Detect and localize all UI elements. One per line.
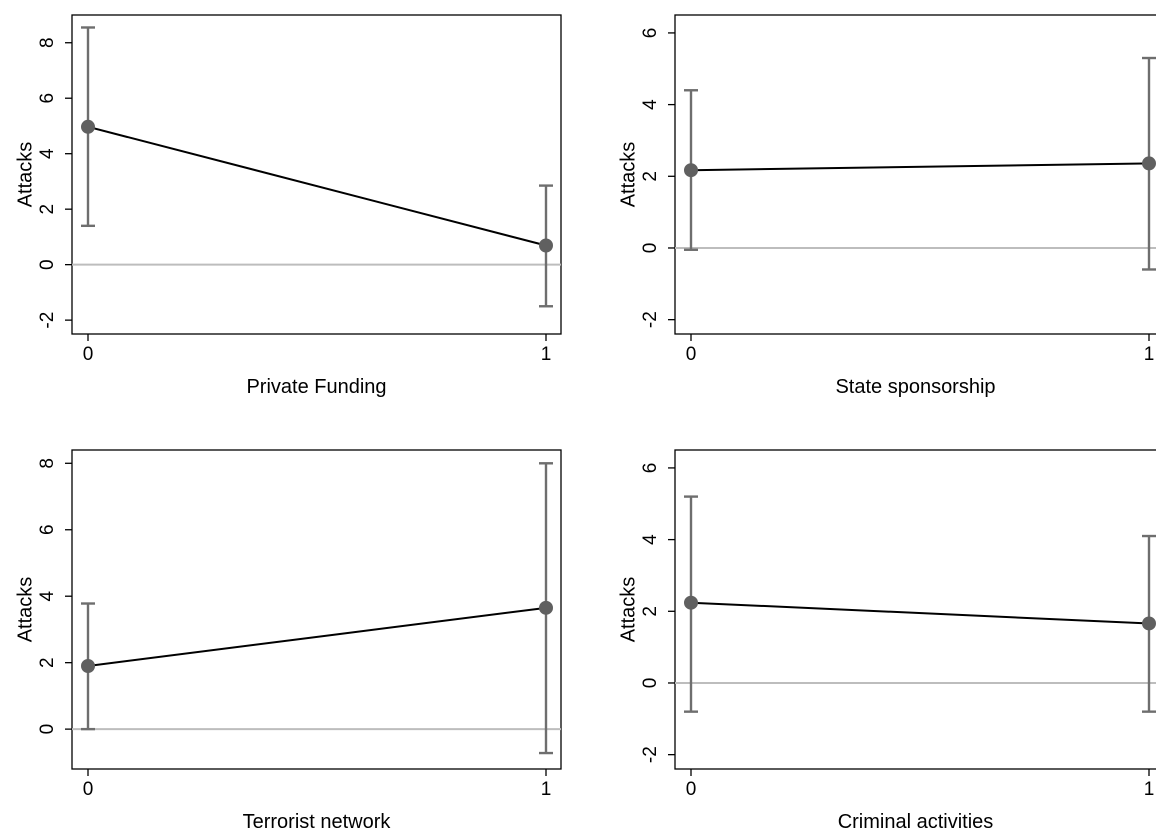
data-point: [1143, 617, 1156, 630]
x-axis-title: State sponsorship: [835, 376, 995, 398]
y-tick-label: 8: [37, 37, 58, 48]
series-line: [88, 608, 546, 666]
plot-frame: [675, 450, 1156, 769]
series-line: [691, 163, 1149, 170]
x-tick-label: 1: [1144, 779, 1155, 800]
x-axis-title: Private Funding: [246, 376, 386, 398]
data-point: [540, 601, 553, 614]
y-axis-title: Attacks: [14, 142, 36, 208]
y-axis-title: Attacks: [617, 577, 639, 643]
series-line: [88, 127, 546, 246]
x-tick-label: 0: [83, 779, 94, 800]
y-tick-label: -2: [37, 312, 58, 329]
chart-panel-3: 0 2 4 6 8 0 1 Terrorist network Attacks: [14, 450, 561, 832]
chart-panel-2: -2 0 2 4 6 0 1 State sponsorship Attacks: [617, 15, 1156, 398]
x-tick-label: 0: [83, 344, 94, 365]
x-tick-label: 1: [1144, 344, 1155, 365]
y-tick-label: 6: [37, 524, 58, 535]
x-tick-label: 0: [686, 779, 697, 800]
y-axis-title: Attacks: [617, 142, 639, 208]
chart-panel-1: -2 0 2 4 6 8 0 1 Private Funding Attacks: [14, 15, 561, 398]
y-tick-label: 6: [37, 93, 58, 104]
data-point: [82, 659, 95, 672]
y-tick-label: 2: [640, 171, 661, 182]
y-tick-label: 8: [37, 458, 58, 469]
y-tick-label: 2: [37, 657, 58, 668]
y-tick-label: 2: [640, 606, 661, 617]
x-tick-label: 1: [541, 344, 552, 365]
x-axis-title: Criminal activities: [838, 811, 994, 832]
y-tick-label: -2: [640, 311, 661, 328]
y-tick-label: 0: [640, 678, 661, 689]
y-tick-label: -2: [640, 746, 661, 763]
x-tick-label: 1: [541, 779, 552, 800]
y-tick-label: 4: [640, 534, 661, 545]
y-tick-label: 0: [37, 259, 58, 270]
y-tick-label: 6: [640, 463, 661, 474]
data-point: [82, 120, 95, 133]
x-axis-title: Terrorist network: [243, 811, 392, 832]
y-tick-label: 2: [37, 204, 58, 215]
y-tick-label: 4: [640, 99, 661, 110]
series-line: [691, 603, 1149, 624]
data-point: [540, 239, 553, 252]
y-tick-label: 6: [640, 28, 661, 39]
y-tick-label: 4: [37, 148, 58, 159]
y-axis-title: Attacks: [14, 577, 36, 643]
data-point: [685, 596, 698, 609]
data-point: [1143, 157, 1156, 170]
data-point: [685, 164, 698, 177]
y-tick-label: 0: [640, 243, 661, 254]
plot-frame: [72, 450, 561, 769]
x-tick-label: 0: [686, 344, 697, 365]
y-tick-label: 4: [37, 590, 58, 601]
chart-panel-4: -2 0 2 4 6 0 1 Criminal activities Attacks: [617, 450, 1156, 832]
plot-frame: [675, 15, 1156, 334]
y-tick-label: 0: [37, 724, 58, 735]
plot-frame: [72, 15, 561, 334]
